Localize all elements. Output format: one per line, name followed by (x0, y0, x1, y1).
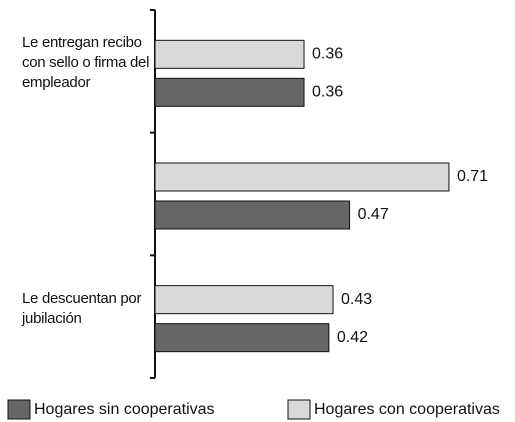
bar (154, 323, 330, 353)
category-label: Le descuentan por jubilación (22, 289, 142, 327)
bar (154, 200, 351, 230)
bar (154, 162, 450, 192)
value-label: 0.36 (312, 46, 343, 63)
legend-swatch (7, 399, 31, 420)
value-label: 0.43 (341, 291, 372, 308)
legend-swatch (287, 399, 311, 420)
value-label: 0.71 (457, 168, 488, 185)
value-label: 0.42 (337, 329, 368, 346)
bar (154, 39, 305, 69)
value-label: 0.47 (358, 206, 389, 223)
category-label: Le entregan recibo con sello o firma del… (22, 34, 150, 92)
bar (154, 77, 305, 107)
value-label: 0.36 (312, 84, 343, 101)
legend-label: Hogares con cooperativas (314, 401, 500, 418)
legend-label: Hogares sin cooperativas (34, 401, 215, 418)
bar (154, 285, 334, 315)
